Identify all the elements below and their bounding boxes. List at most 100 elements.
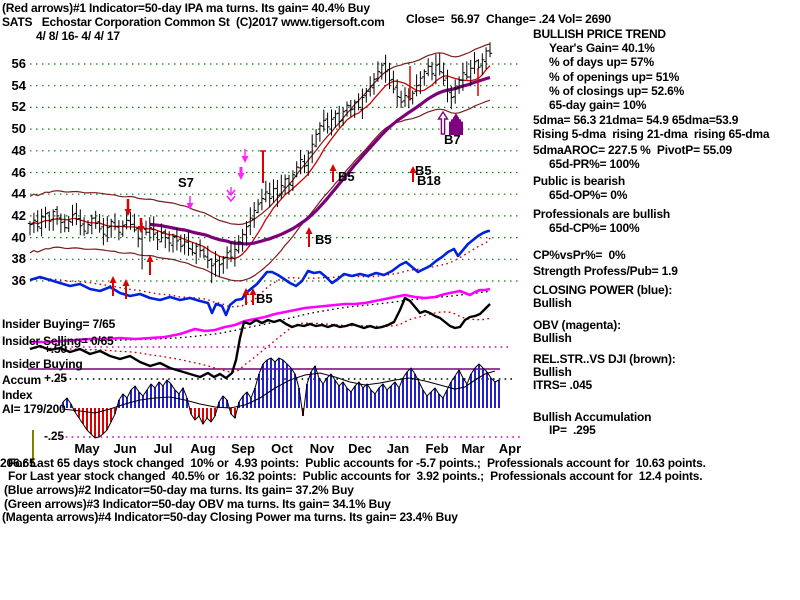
accum-bar-pos bbox=[450, 382, 452, 408]
accum-bar-pos bbox=[398, 388, 400, 408]
accum-bar-pos bbox=[494, 382, 496, 408]
ticker-title: SATS Echostar Corporation Common St (C)2… bbox=[2, 15, 385, 29]
accum-bar-neg bbox=[106, 408, 108, 430]
accum-bar-pos bbox=[498, 380, 500, 408]
signal-label-b5-3: B5 bbox=[415, 163, 432, 178]
x-axis-month-may: May bbox=[74, 441, 100, 456]
accum-bar-pos bbox=[274, 362, 276, 408]
accum-bar-neg bbox=[194, 408, 196, 420]
panel-65d-pr: 65d-PR%= 100% bbox=[549, 157, 640, 171]
date-range: 4/ 8/ 16- 4/ 4/ 17 bbox=[36, 29, 120, 43]
accum-bar-neg bbox=[86, 408, 88, 430]
accum-bar-pos bbox=[270, 358, 272, 408]
accum-bar-pos bbox=[142, 396, 144, 408]
panel-years-gain: Year's Gain= 40.1% bbox=[549, 41, 655, 55]
panel-ip: IP= .295 bbox=[549, 423, 596, 437]
accum-bar-pos bbox=[242, 396, 244, 408]
accum-bar-pos bbox=[414, 374, 416, 408]
red-up-arrow-2-head bbox=[146, 255, 154, 262]
accum-bar-pos bbox=[486, 372, 488, 408]
insider-buying-count: Insider Buying= 7/65 bbox=[2, 317, 116, 331]
x-axis-month-jun: Jun bbox=[113, 441, 137, 456]
accum-bar-neg bbox=[202, 408, 204, 424]
accum-bar-neg bbox=[214, 408, 216, 416]
signal-label-b5-6: B5 bbox=[256, 291, 273, 306]
accum-bar-pos bbox=[378, 388, 380, 408]
accum-bar-pos bbox=[418, 382, 420, 408]
panel-closings-up: % of closings up= 52.6% bbox=[549, 84, 685, 98]
accum-bar-pos bbox=[130, 390, 132, 408]
panel-65d-op: 65d-OP%= 0% bbox=[549, 188, 628, 202]
accum-bar-neg bbox=[114, 408, 116, 414]
accum-bar-pos bbox=[402, 378, 404, 408]
panel-openings-up: % of openings up= 51% bbox=[549, 70, 680, 84]
accum-bar-pos bbox=[246, 392, 248, 408]
panel-obv-title: OBV (magenta): bbox=[533, 318, 621, 332]
overlap-number: 206.65 bbox=[0, 456, 36, 470]
accum-bar-pos bbox=[314, 366, 316, 408]
accum-bar-pos bbox=[238, 402, 240, 408]
y-axis-tick-36: 36 bbox=[11, 273, 26, 288]
panel-65day-gain: 65-day gain= 10% bbox=[549, 98, 647, 112]
accum-bar-pos bbox=[442, 398, 444, 408]
purple-cluster-up-arrow-15-head bbox=[452, 113, 460, 120]
legend-blue-arrows: (Blue arrows)#2 Indicator=50-day ma turn… bbox=[4, 483, 354, 497]
panel-obv-state: Bullish bbox=[533, 331, 572, 345]
magenta-down-arrow-12-head bbox=[186, 203, 194, 210]
ma21-line bbox=[29, 65, 491, 260]
accum-bar-pos bbox=[218, 402, 220, 408]
accum-bar-pos bbox=[294, 374, 296, 408]
accum-bar-neg bbox=[210, 408, 212, 422]
accum-bar-pos bbox=[186, 398, 188, 408]
accum-bar-pos bbox=[406, 372, 408, 408]
accum-bar-neg bbox=[82, 408, 84, 424]
accum-bar-pos bbox=[122, 394, 124, 408]
accum-bar-pos bbox=[250, 398, 252, 408]
y-axis-tick-48: 48 bbox=[11, 142, 26, 158]
accum-bar-pos bbox=[118, 400, 120, 408]
accum-bar-pos bbox=[410, 368, 412, 408]
x-axis-month-nov: Nov bbox=[309, 441, 335, 456]
insider-selling-count: Insider Selling= 0/65 bbox=[2, 334, 114, 348]
accum-bar-pos bbox=[386, 390, 388, 408]
accum-bar-pos bbox=[438, 394, 440, 408]
accum-bar-pos bbox=[278, 358, 280, 408]
accum-bar-pos bbox=[326, 378, 328, 408]
x-axis-month-dec: Dec bbox=[348, 441, 372, 456]
accum-bar-pos bbox=[350, 392, 352, 408]
red-up-arrow-7-head bbox=[409, 166, 417, 173]
panel-closing-power-state: Bullish bbox=[533, 296, 572, 310]
accum-bar-pos bbox=[266, 360, 268, 408]
accum-bar-pos bbox=[182, 388, 184, 408]
accum-bar-pos bbox=[362, 388, 364, 408]
accum-bar-pos bbox=[66, 398, 68, 408]
rel-str-ma-line bbox=[29, 311, 491, 373]
accum-label: Accum bbox=[2, 373, 42, 387]
accum-bar-pos bbox=[262, 364, 264, 408]
accum-bar-pos bbox=[366, 384, 368, 408]
accum-bar-neg bbox=[230, 408, 232, 414]
x-axis-month-aug: Aug bbox=[190, 441, 216, 456]
accum-ma-line bbox=[61, 370, 496, 414]
y-axis-tick-40: 40 bbox=[11, 229, 26, 245]
stat-65days: For Last 65 days stock changed 10% or 4.… bbox=[8, 456, 706, 470]
accum-bar-neg bbox=[234, 408, 236, 418]
y-axis-tick-42: 42 bbox=[11, 207, 26, 223]
accum-bar-pos bbox=[134, 386, 136, 408]
panel-dma-rising: Rising 5-dma rising 21-dma rising 65-dma bbox=[533, 127, 770, 141]
red-up-arrow-1-head bbox=[122, 279, 130, 286]
accum-bar-neg bbox=[98, 408, 100, 437]
signal-label-b5-1: B5 bbox=[338, 169, 355, 184]
closing-power-line bbox=[29, 229, 490, 317]
insider-buying-label: Insider Buying bbox=[2, 357, 83, 371]
accum-bar-pos bbox=[290, 368, 292, 408]
ai-value: AI= 179/200 bbox=[2, 402, 66, 416]
accum-bar-neg bbox=[198, 408, 200, 416]
panel-relstr-title: REL.STR..VS DJI (brown): bbox=[533, 352, 676, 366]
red-down-arrow-9-head bbox=[137, 226, 145, 233]
x-axis-month-jan: Jan bbox=[386, 441, 410, 456]
panel-aroc-pivot: 5dmaAROC= 227.5 % PivotP= 55.09 bbox=[533, 143, 733, 157]
y-axis-tick-50: 50 bbox=[11, 121, 26, 137]
